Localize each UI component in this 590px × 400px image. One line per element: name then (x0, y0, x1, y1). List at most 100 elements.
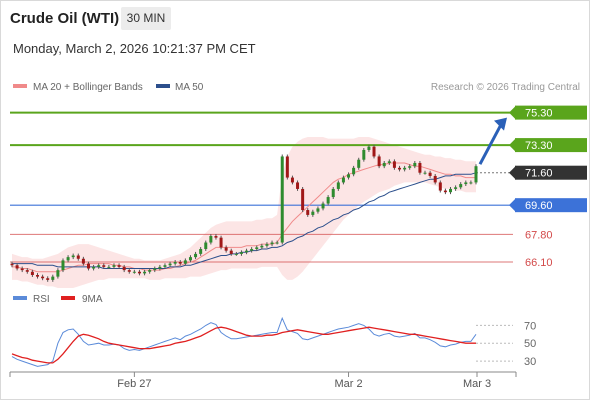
ma50-legend-label: MA 50 (175, 82, 204, 93)
candle-body (326, 197, 330, 204)
candle-body (433, 175, 437, 183)
candle-body (97, 265, 101, 267)
candle-body (423, 172, 427, 174)
ma20-legend-label: MA 20 + Bollinger Bands (33, 82, 143, 93)
candle-body (250, 249, 254, 251)
time-label-mar-2: Mar 2 (334, 378, 362, 390)
rsi-tick-50: 50 (524, 338, 536, 350)
candles (10, 144, 478, 282)
bollinger-bands (12, 137, 476, 288)
candle-body (219, 237, 223, 248)
candle-body (372, 146, 376, 157)
ma20-legend-swatch (13, 84, 27, 88)
candle-body (117, 265, 121, 267)
candle-body (41, 276, 45, 279)
candle-body (122, 266, 126, 271)
candle-body (306, 210, 310, 215)
candle-body (285, 156, 289, 178)
candle-body (56, 270, 60, 277)
candle-body (15, 265, 19, 269)
candle-body (331, 188, 335, 198)
candle-body (296, 182, 300, 189)
candle-body (245, 250, 249, 253)
candle-body (357, 159, 361, 168)
ma50-legend-swatch (156, 84, 170, 88)
candle-body (81, 258, 85, 264)
candle-body (403, 167, 407, 170)
candle-body (10, 263, 14, 266)
time-label-mar-3: Mar 3 (463, 378, 491, 390)
candle-body (30, 271, 34, 275)
candle-body (321, 203, 325, 209)
rsi-legend-swatch (13, 296, 27, 300)
price-levels (10, 111, 513, 263)
candle-body (280, 156, 284, 243)
candle-body (459, 184, 463, 188)
timestamp: Monday, March 2, 2026 10:21:37 PM CET (13, 41, 256, 56)
candle-body (127, 270, 131, 272)
level-label-75-30: 75.30 (525, 108, 553, 120)
candle-body (132, 271, 136, 273)
candle-body (224, 247, 228, 251)
candle-body (194, 253, 198, 258)
copyright-text: Research © 2026 Trading Central (431, 82, 580, 93)
forecast-arrow-shaft (478, 123, 503, 165)
level-label-pointer-71-60 (509, 166, 515, 179)
candle-body (25, 270, 29, 272)
level-label-pointer-75-30 (509, 106, 515, 119)
candle-body (153, 268, 157, 271)
candle-body (143, 271, 147, 274)
candle-body (270, 242, 274, 245)
candle-body (265, 244, 269, 246)
candle-body (398, 167, 402, 170)
time-label-feb-27: Feb 27 (117, 378, 151, 390)
candle-body (469, 182, 473, 184)
candle-body (387, 161, 391, 163)
candle-body (382, 162, 386, 167)
candle-body (178, 262, 182, 264)
rsi-ma-line (11, 326, 476, 364)
candle-body (209, 236, 213, 243)
level-label-bg-75-30 (515, 105, 587, 120)
candle-body (229, 250, 233, 254)
candle-body (107, 266, 111, 268)
candle-body (158, 266, 162, 269)
rsi-legend-label: RSI (33, 294, 50, 305)
level-label-71-60: 71.60 (525, 168, 553, 180)
candle-body (239, 252, 243, 254)
timeframe-button[interactable]: 30 MIN (121, 7, 171, 30)
candle-body (464, 182, 468, 185)
candle-body (428, 172, 432, 176)
level-label-pointer-73-30 (509, 139, 515, 152)
candle-body (438, 182, 442, 191)
level-label-66-10: 66.10 (525, 257, 553, 269)
legend: MA 20 + Bollinger Bands MA 50 Research ©… (13, 82, 580, 93)
candle-body (474, 166, 478, 183)
ma20-line (12, 162, 476, 273)
candle-body (408, 166, 412, 168)
candle-body (275, 242, 279, 244)
level-label-pointer-69-60 (509, 199, 515, 212)
level-label-73-30: 73.30 (525, 140, 553, 152)
candle-body (173, 262, 177, 264)
forecast-arrow (478, 117, 507, 165)
candle-body (336, 182, 340, 189)
rsi-tick-30: 30 (524, 356, 536, 368)
candle-body (102, 265, 106, 267)
candle-body (112, 265, 116, 267)
candle-body (418, 162, 422, 173)
rsi-tick-70: 70 (524, 320, 536, 332)
candle-body (183, 260, 187, 264)
candle-body (71, 255, 75, 258)
candle-body (352, 167, 356, 175)
rsi-ma-legend-label: 9MA (82, 294, 103, 305)
candle-body (214, 236, 218, 238)
candle-body (260, 245, 264, 248)
candle-body (163, 265, 167, 267)
candle-body (255, 247, 259, 250)
rsi-ma-legend-swatch (61, 296, 75, 300)
candle-body (66, 257, 70, 261)
time-axis: Feb 27 Mar 2 Mar 3 (9, 371, 517, 390)
candle-body (377, 156, 381, 167)
